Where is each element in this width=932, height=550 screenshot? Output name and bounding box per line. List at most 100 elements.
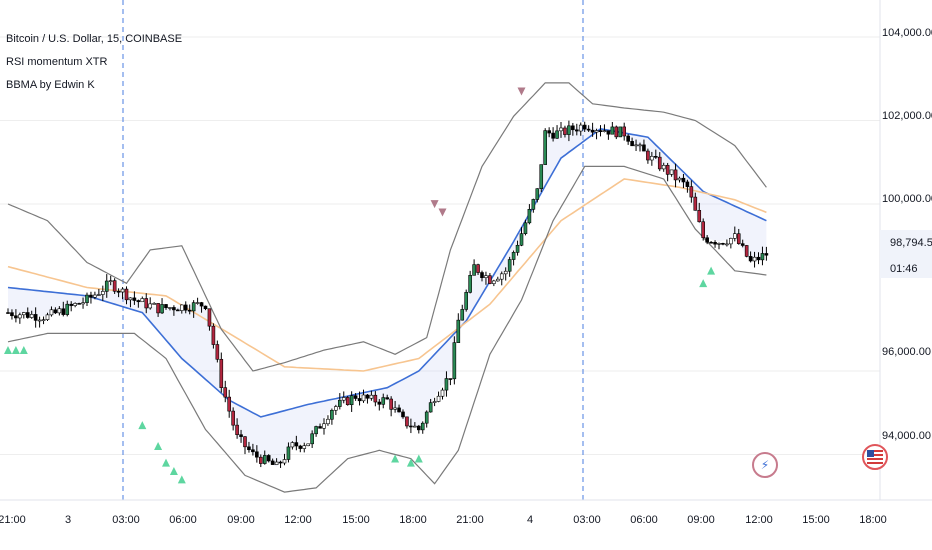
candle[interactable]: [57, 306, 62, 316]
candle[interactable]: [144, 293, 149, 314]
candle[interactable]: [207, 308, 212, 331]
candle[interactable]: [377, 399, 382, 411]
candle[interactable]: [416, 424, 421, 434]
candle[interactable]: [97, 288, 101, 296]
candle[interactable]: [10, 309, 14, 320]
candle[interactable]: [33, 307, 38, 328]
candle[interactable]: [14, 309, 18, 323]
candle[interactable]: [120, 287, 125, 300]
candle[interactable]: [618, 126, 623, 138]
candle[interactable]: [409, 418, 413, 434]
candle[interactable]: [413, 422, 417, 428]
candle[interactable]: [736, 228, 741, 245]
candle[interactable]: [397, 404, 401, 413]
lightning-icon[interactable]: ⚡: [752, 452, 778, 478]
candle[interactable]: [274, 458, 279, 465]
legend-indicator-rsi[interactable]: RSI momentum XTR: [6, 56, 108, 68]
candle[interactable]: [136, 299, 141, 308]
candle[interactable]: [235, 418, 239, 439]
candle[interactable]: [373, 391, 378, 407]
candle[interactable]: [424, 410, 429, 428]
candle[interactable]: [195, 297, 200, 305]
legend-indicator-bbma[interactable]: BBMA by Edwin K: [6, 79, 95, 91]
candle[interactable]: [251, 443, 255, 456]
candle[interactable]: [101, 285, 105, 301]
candle[interactable]: [756, 252, 761, 265]
candle[interactable]: [748, 251, 753, 263]
candle[interactable]: [519, 227, 524, 247]
candle[interactable]: [669, 169, 674, 177]
candle[interactable]: [488, 273, 492, 285]
candle[interactable]: [302, 442, 307, 453]
candle[interactable]: [653, 149, 658, 159]
candle[interactable]: [460, 304, 465, 321]
candle[interactable]: [689, 180, 694, 203]
candle[interactable]: [436, 391, 441, 403]
candles[interactable]: [6, 120, 769, 468]
candle[interactable]: [69, 301, 73, 312]
candle[interactable]: [108, 275, 113, 286]
candle[interactable]: [180, 304, 184, 314]
candle[interactable]: [369, 390, 374, 401]
candle[interactable]: [227, 389, 231, 418]
candle[interactable]: [41, 316, 46, 325]
candle[interactable]: [661, 162, 666, 172]
candle[interactable]: [29, 310, 34, 319]
candle[interactable]: [215, 340, 220, 363]
candle[interactable]: [25, 307, 30, 319]
candle[interactable]: [673, 163, 678, 188]
candle[interactable]: [420, 421, 425, 434]
candle[interactable]: [665, 162, 670, 182]
candle[interactable]: [646, 148, 650, 164]
candle[interactable]: [484, 271, 488, 285]
candle[interactable]: [223, 380, 228, 403]
candle[interactable]: [199, 301, 204, 313]
candle[interactable]: [306, 443, 311, 447]
candle[interactable]: [713, 240, 717, 248]
candle[interactable]: [278, 460, 283, 468]
candle[interactable]: [614, 125, 619, 140]
candle[interactable]: [73, 302, 77, 308]
candle[interactable]: [140, 296, 145, 303]
candle[interactable]: [128, 297, 133, 308]
candle[interactable]: [555, 125, 559, 139]
candle[interactable]: [401, 409, 405, 419]
candle[interactable]: [255, 445, 259, 463]
candle[interactable]: [361, 389, 366, 403]
candle[interactable]: [258, 454, 263, 468]
candle[interactable]: [365, 393, 370, 404]
candle[interactable]: [515, 240, 520, 256]
candle[interactable]: [610, 122, 615, 135]
candle[interactable]: [385, 394, 390, 400]
candle[interactable]: [322, 418, 326, 435]
candle[interactable]: [732, 226, 737, 242]
candle[interactable]: [535, 188, 540, 203]
candle[interactable]: [539, 164, 544, 193]
candle[interactable]: [464, 289, 469, 312]
candle[interactable]: [85, 292, 89, 306]
candle[interactable]: [527, 204, 532, 225]
candle[interactable]: [81, 297, 85, 309]
candle[interactable]: [717, 242, 721, 250]
candle[interactable]: [495, 276, 500, 282]
candle[interactable]: [310, 430, 314, 448]
candle[interactable]: [444, 371, 449, 397]
candle[interactable]: [389, 396, 393, 417]
candle[interactable]: [239, 429, 243, 443]
candle[interactable]: [112, 278, 117, 294]
candle[interactable]: [499, 271, 504, 286]
candle[interactable]: [705, 235, 709, 245]
candle[interactable]: [6, 308, 10, 314]
candle[interactable]: [574, 123, 579, 136]
candle[interactable]: [503, 267, 508, 281]
candle[interactable]: [61, 301, 66, 317]
candle[interactable]: [262, 450, 267, 465]
candle[interactable]: [622, 122, 627, 141]
candle[interactable]: [270, 458, 275, 465]
candle[interactable]: [156, 303, 160, 317]
candle[interactable]: [318, 423, 322, 429]
candle[interactable]: [334, 404, 338, 415]
candle[interactable]: [116, 288, 121, 298]
candle[interactable]: [152, 302, 156, 305]
candle[interactable]: [65, 300, 70, 317]
